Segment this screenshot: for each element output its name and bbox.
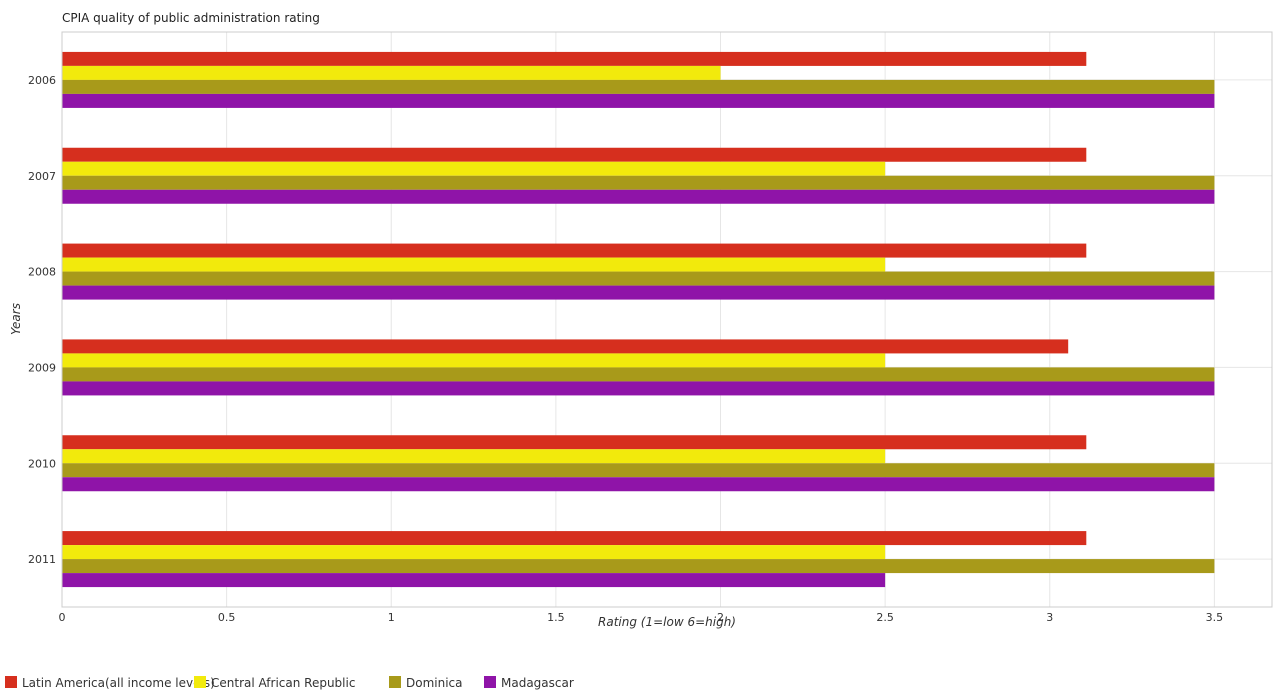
legend-label: Madagascar: [501, 676, 574, 690]
y-tick-label: 2009: [28, 361, 56, 374]
bar-2011-series-1: [62, 545, 886, 560]
bar-2009-series-0: [62, 339, 1069, 354]
x-tick-label: 3: [1046, 611, 1053, 624]
chart-title: CPIA quality of public administration ra…: [62, 11, 320, 25]
legend: Latin America(all income levels)Central …: [5, 676, 574, 690]
y-tick-label: 2010: [28, 457, 56, 470]
bar-2009-series-1: [62, 353, 886, 368]
bar-2007-series-2: [62, 175, 1215, 190]
y-axis-label: Years: [9, 303, 23, 335]
bar-2010-series-2: [62, 463, 1215, 478]
x-tick-label: 0: [59, 611, 66, 624]
y-tick-label: 2006: [28, 74, 56, 87]
bar-2006-series-3: [62, 93, 1215, 108]
y-tick-label: 2011: [28, 553, 56, 566]
legend-label: Latin America(all income levels): [22, 676, 215, 690]
legend-swatch: [484, 676, 496, 688]
plot-frame: [61, 31, 1273, 608]
legend-label: Central African Republic: [211, 676, 355, 690]
bar-2008-series-0: [62, 243, 1087, 258]
bar-2010-series-3: [62, 477, 1215, 492]
bar-2007-series-3: [62, 189, 1215, 204]
bar-2011-series-0: [62, 531, 1087, 546]
x-axis-label: Rating (1=low 6=high): [598, 615, 736, 629]
bar-2008-series-1: [62, 257, 886, 272]
bar-2008-series-2: [62, 271, 1215, 286]
grid-lines: [61, 32, 1272, 607]
bar-2011-series-3: [62, 573, 886, 588]
bar-2010-series-0: [62, 435, 1087, 450]
bar-2007-series-1: [62, 161, 886, 176]
bar-2009-series-2: [62, 367, 1215, 382]
legend-swatch: [194, 676, 206, 688]
legend-swatch: [389, 676, 401, 688]
bar-2010-series-1: [62, 449, 886, 464]
bars: [62, 51, 1215, 588]
y-tick-label: 2007: [28, 170, 56, 183]
x-tick-label: 1: [388, 611, 395, 624]
legend-swatch: [5, 676, 17, 688]
bar-2006-series-0: [62, 51, 1087, 66]
x-tick-label: 2: [717, 611, 724, 624]
bar-2006-series-1: [62, 65, 721, 80]
y-tick-label: 2008: [28, 266, 56, 279]
x-tick-label: 2.5: [876, 611, 894, 624]
legend-label: Dominica: [406, 676, 463, 690]
bar-2006-series-2: [62, 79, 1215, 94]
y-ticks: 2006 2007 2008 2009 2010 2011: [28, 74, 56, 566]
x-tick-label: 0.5: [218, 611, 236, 624]
bar-2008-series-3: [62, 285, 1215, 300]
bar-2011-series-2: [62, 559, 1215, 574]
x-tick-label: 3.5: [1206, 611, 1224, 624]
bar-2007-series-0: [62, 147, 1087, 162]
x-ticks: 0 0.5 1 1.5 2 2.5 3 3.5: [59, 611, 1224, 624]
x-tick-label: 1.5: [547, 611, 565, 624]
bar-2009-series-3: [62, 381, 1215, 396]
